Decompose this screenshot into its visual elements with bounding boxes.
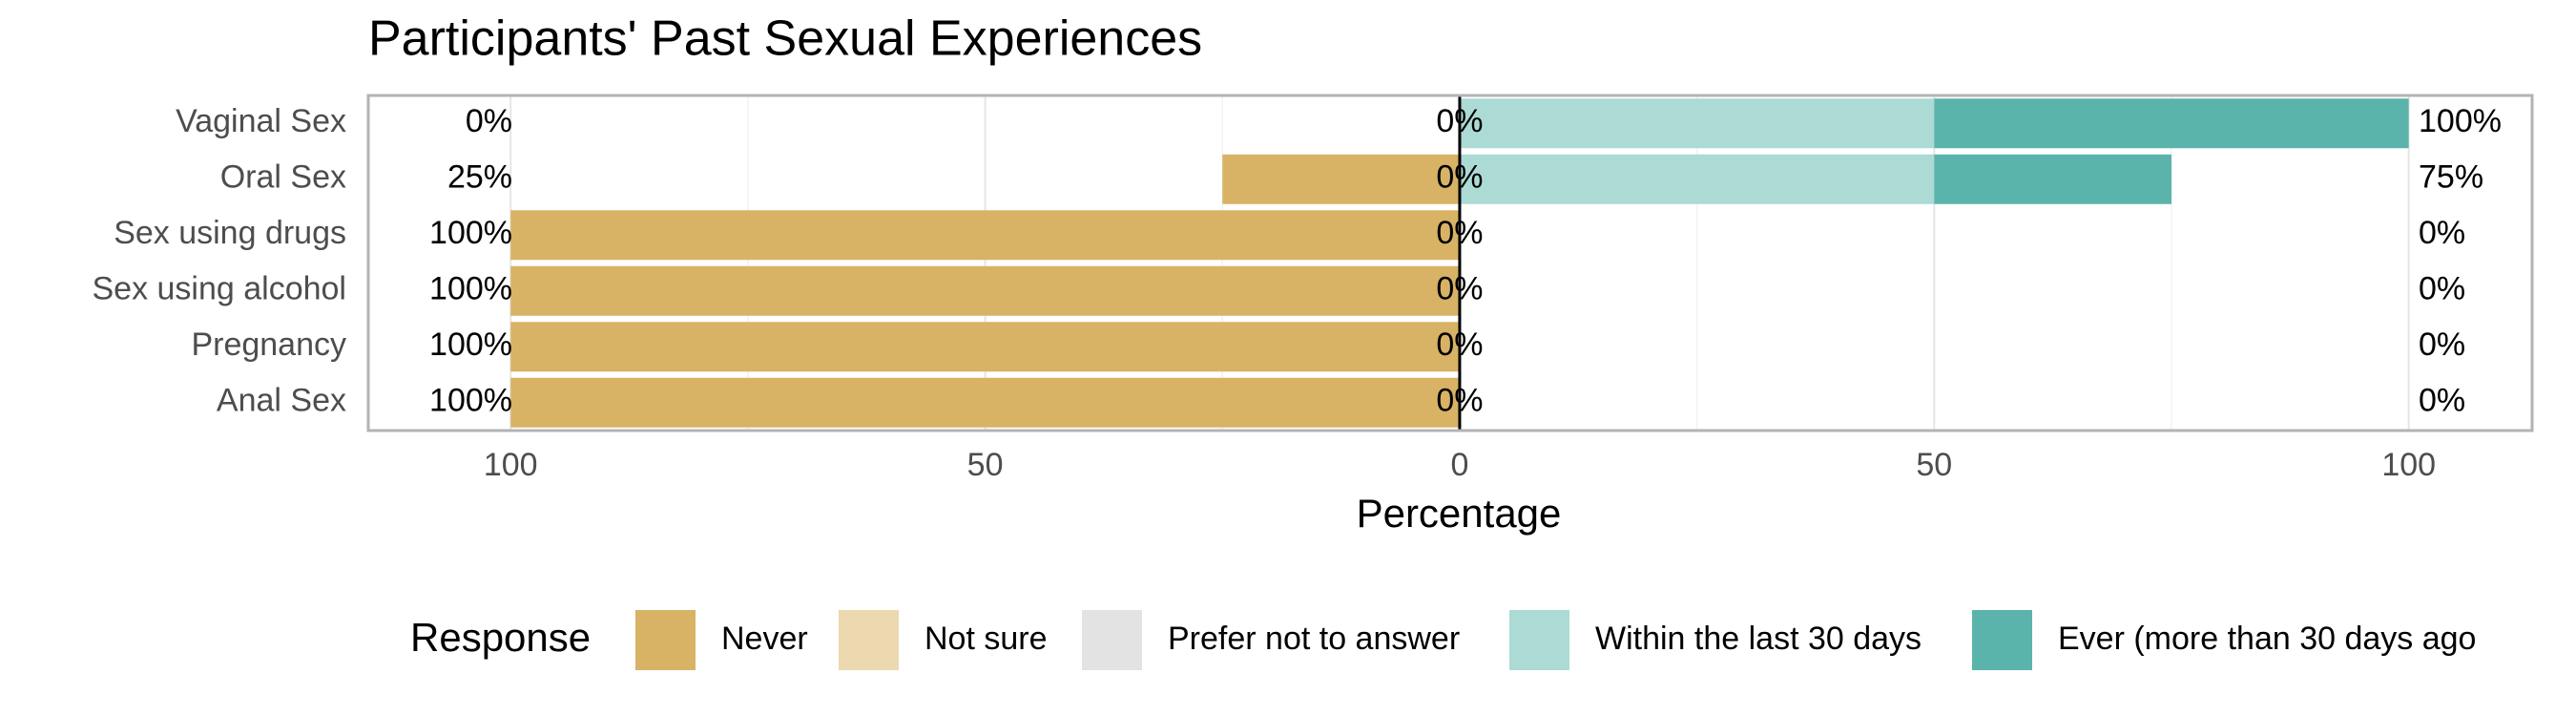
y-tick-label: Anal Sex — [217, 383, 346, 419]
legend-title: Response — [410, 615, 591, 660]
left-total-label: 100% — [429, 383, 512, 419]
legend-label: Never — [721, 621, 808, 657]
legend-key — [1080, 608, 1144, 672]
left-total-label: 0% — [466, 103, 512, 139]
legend-key — [1507, 608, 1571, 672]
bar-segment — [1934, 98, 2409, 149]
right-total-label: 0% — [2419, 215, 2465, 251]
left-total-label: 100% — [429, 215, 512, 251]
right-total-label: 0% — [2419, 271, 2465, 307]
left-total-label: 100% — [429, 271, 512, 307]
bar-segment — [510, 210, 1460, 261]
right-total-label: 100% — [2419, 103, 2502, 139]
x-tick-label: 100 — [2381, 447, 2436, 483]
x-tick-label: 100 — [484, 447, 538, 483]
right-total-label: 0% — [2419, 383, 2465, 419]
right-total-label: 75% — [2419, 159, 2483, 196]
legend-key — [634, 608, 697, 672]
x-axis-title: Percentage — [1357, 491, 1562, 536]
legend-label: Within the last 30 days — [1595, 621, 1922, 657]
bar-segment — [1459, 154, 1935, 204]
bar-segment — [510, 265, 1460, 316]
y-tick-label: Pregnancy — [191, 326, 346, 363]
bar-segment — [510, 322, 1460, 372]
legend-label: Ever (more than 30 days ago — [2058, 621, 2476, 657]
bar-segment — [1459, 98, 1935, 149]
chart-title: Participants' Past Sexual Experiences — [368, 11, 1202, 67]
x-tick-label: 50 — [1916, 447, 1952, 483]
plot-border — [366, 94, 2534, 432]
bar-segment — [1934, 154, 2171, 204]
y-tick-label: Vaginal Sex — [176, 103, 346, 139]
legend-key — [837, 608, 901, 672]
legend-label: Prefer not to answer — [1168, 621, 1460, 657]
y-tick-label: Sex using alcohol — [92, 271, 346, 307]
left-total-label: 25% — [447, 159, 512, 196]
right-total-label: 0% — [2419, 326, 2465, 363]
bar-segment — [1222, 154, 1460, 204]
x-tick-label: 0 — [1450, 447, 1468, 483]
x-tick-label: 50 — [967, 447, 1004, 483]
legend-label: Not sure — [924, 621, 1048, 657]
y-tick-label: Sex using drugs — [114, 215, 346, 251]
legend-key — [1970, 608, 2034, 672]
bar-segment — [510, 377, 1460, 428]
y-tick-label: Oral Sex — [220, 159, 346, 196]
left-total-label: 100% — [429, 326, 512, 363]
